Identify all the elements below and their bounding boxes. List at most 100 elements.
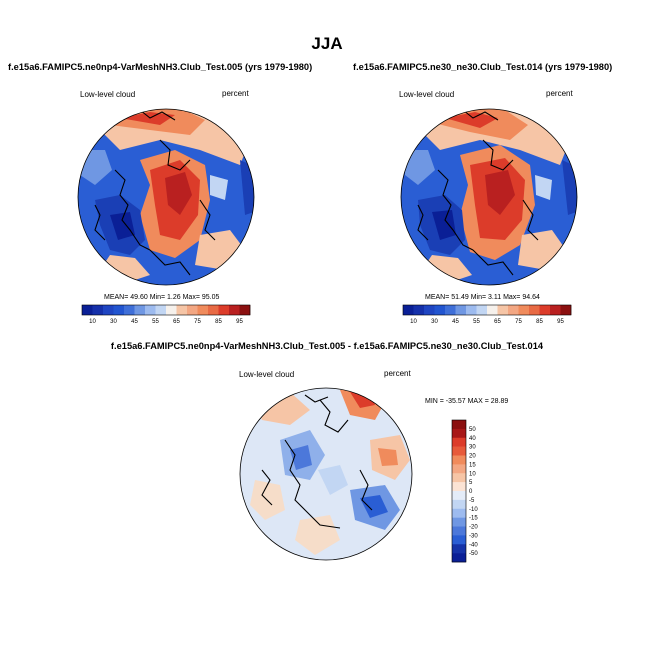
colorbar-border [451,419,467,563]
colorbar-tick-label: 0 [469,489,473,495]
left-colorbar: 10 30 45 55 65 75 85 95 [81,304,251,325]
colorbar-tick-label: 85 [215,319,222,325]
colorbar-tick-label: 65 [173,319,180,325]
colorbar-swatch [434,305,446,315]
colorbar-border [81,304,251,316]
colorbar-tick-label: 50 [469,427,476,433]
colorbar-swatch [466,305,477,315]
right-colorbar: 10 30 45 55 65 75 85 95 [402,304,572,325]
colorbar-tick-label: 95 [236,319,243,325]
diff-map-outline [239,387,413,561]
diff-panel-title: f.e15a6.FAMIPC5.ne0np4-VarMeshNH3.Club_T… [110,341,544,351]
colorbar-swatch [452,473,466,483]
colorbar-swatch [452,464,466,474]
colorbar-swatch [452,482,466,492]
colorbar-swatch [113,305,125,315]
colorbar-tick-label: 10 [89,319,96,325]
colorbar-swatch [476,305,488,315]
colorbar-tick-label: 45 [131,319,138,325]
colorbar-swatch [424,305,435,315]
colorbar-swatch [452,517,466,527]
left-polar-map [77,108,255,286]
colorbar-swatch [487,305,498,315]
colorbar-tick-label: 30 [431,319,438,325]
colorbar-border [402,304,572,316]
colorbar-tick-label: 75 [194,319,201,325]
colorbar-swatch [187,305,198,315]
colorbar-swatch [452,553,466,563]
colorbar-tick-label: 30 [110,319,117,325]
colorbar-tick-label: 45 [452,319,459,325]
colorbar-tick-label: 10 [469,471,476,477]
colorbar-swatch [452,535,466,545]
diff-polar-map [239,387,413,561]
colorbar-swatch [445,305,456,315]
colorbar-swatch [82,305,93,315]
colorbar-tick-label: 40 [469,436,476,442]
colorbar-tick-label: 5 [469,480,473,486]
colorbar-swatch [560,305,572,315]
colorbar-swatch [518,305,530,315]
colorbar-swatch [452,526,466,536]
colorbar-swatch [197,305,209,315]
right-stats: MEAN= 51.49 Min= 3.11 Max= 94.64 [425,294,540,301]
left-variable-label: Low-level cloud [80,90,136,99]
colorbar-swatch [413,305,425,315]
colorbar-tick-label: -30 [469,533,478,539]
left-map-outline [77,108,255,286]
colorbar-swatch [452,428,466,439]
colorbar-swatch [539,305,551,315]
diff-variable-label: Low-level cloud [239,370,295,379]
colorbar-swatch [455,305,467,315]
left-panel-title: f.e15a6.FAMIPC5.ne0np4-VarMeshNH3.Club_T… [8,62,313,72]
colorbar-swatch [508,305,519,315]
colorbar-tick-label: 15 [469,462,476,468]
colorbar-tick-label: 65 [494,319,501,325]
right-polar-map [400,108,578,286]
colorbar-swatch [529,305,540,315]
colorbar-tick-label: 55 [152,319,159,325]
colorbar-swatch [103,305,114,315]
colorbar-swatch [452,437,466,447]
colorbar-swatch [550,305,561,315]
left-units-label: percent [222,89,249,98]
right-map-outline [400,108,578,286]
diff-stats: MIN = -35.57 MAX = 28.89 [425,398,509,405]
colorbar-tick-label: 95 [557,319,564,325]
colorbar-swatch [452,508,466,518]
colorbar-swatch [403,305,414,315]
colorbar-swatch [92,305,104,315]
colorbar-swatch [155,305,167,315]
colorbar-tick-label: -5 [469,498,475,504]
colorbar-tick-label: 20 [469,454,476,460]
colorbar-tick-label: 30 [469,445,476,451]
colorbar-swatch [134,305,146,315]
colorbar-swatch [176,305,188,315]
colorbar-swatch [218,305,230,315]
colorbar-swatch [208,305,219,315]
colorbar-tick-label: 75 [515,319,522,325]
colorbar-tick-label: -15 [469,516,478,522]
colorbar-tick-label: 85 [536,319,543,325]
colorbar-swatch [452,420,466,430]
right-variable-label: Low-level cloud [399,90,455,99]
colorbar-tick-label: 10 [410,319,417,325]
colorbar-swatch [145,305,156,315]
page-title: JJA [311,34,343,53]
colorbar-swatch [497,305,509,315]
colorbar-tick-label: -10 [469,507,478,513]
colorbar-swatch [239,305,251,315]
colorbar-swatch [229,305,240,315]
colorbar-tick-label: -40 [469,542,478,548]
right-units-label: percent [546,89,573,98]
colorbar-swatch [452,491,466,501]
colorbar-swatch [124,305,135,315]
colorbar-swatch [452,544,466,554]
diff-units-label: percent [384,369,411,378]
colorbar-swatch [166,305,177,315]
colorbar-tick-label: -20 [469,525,478,531]
colorbar-tick-label: -50 [469,551,478,557]
right-panel-title: f.e15a6.FAMIPC5.ne30_ne30.Club_Test.014 … [353,62,613,72]
